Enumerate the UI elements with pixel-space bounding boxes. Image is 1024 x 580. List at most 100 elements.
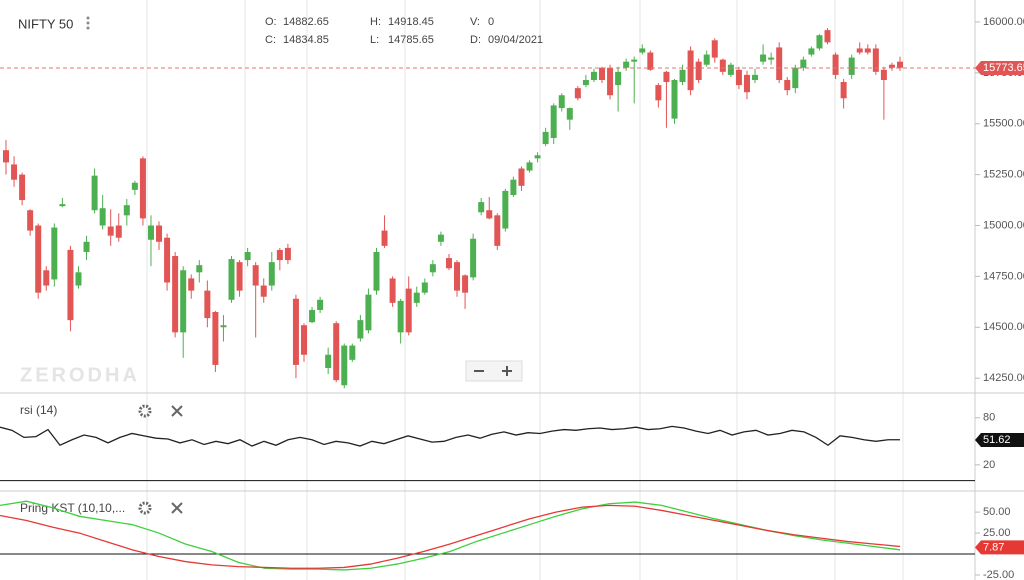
candle-body [131, 182, 138, 190]
candle-body [429, 264, 436, 273]
candle-body [212, 311, 219, 365]
candle-body [486, 210, 493, 219]
candle-body [268, 262, 275, 286]
value-badge [975, 540, 1024, 555]
candle-body [123, 205, 130, 216]
indicator-line [0, 500, 901, 571]
close-icon[interactable] [171, 405, 183, 417]
candle-body [502, 190, 509, 229]
candle-body [727, 64, 734, 75]
ohlc-value: 09/04/2021 [488, 34, 543, 46]
candle-body [317, 299, 324, 310]
candle-body [27, 210, 34, 231]
instrument-title: NIFTY 50 [18, 16, 73, 31]
candle-body [566, 108, 573, 120]
candle-body [172, 256, 179, 333]
candle-body [252, 265, 259, 286]
candle-body [3, 150, 9, 163]
candle-body [655, 85, 662, 101]
candle-body [639, 48, 646, 53]
candle-body [309, 309, 316, 323]
y-tick-label: 14500.00 [983, 321, 1024, 333]
candle-body [67, 249, 74, 321]
value-badge-label: 7.87 [983, 541, 1004, 553]
candle-body [792, 67, 799, 89]
candle-body [615, 71, 622, 86]
y-tick-label: 14750.00 [983, 270, 1024, 282]
candle-body [550, 105, 557, 138]
settings-icon[interactable] [138, 404, 152, 418]
ohlc-label: H: [370, 16, 381, 28]
value-badge-label: 15773.65 [983, 62, 1024, 74]
candle-body [631, 59, 638, 62]
close-icon[interactable] [171, 502, 183, 514]
candle-body [880, 69, 887, 80]
candle-body [244, 251, 251, 261]
candle-body [236, 262, 243, 291]
candle-body [204, 290, 211, 319]
ohlc-value: 14882.65 [283, 16, 329, 28]
candle-body [180, 270, 187, 333]
candle-body [599, 67, 605, 80]
candle-body [671, 79, 678, 119]
ohlc-value: 14834.85 [283, 34, 329, 46]
grid-verticals [146, 0, 904, 580]
candle-body [534, 155, 541, 159]
candle-body [188, 278, 195, 291]
y-tick-label: 15250.00 [983, 169, 1024, 181]
y-tick-label: 16000.00 [983, 16, 1024, 28]
settings-icon[interactable] [138, 501, 152, 515]
candle-body [542, 131, 549, 145]
candle-body [848, 57, 855, 75]
ohlc-value: 0 [488, 16, 494, 28]
y-tick-label: 14250.00 [983, 372, 1024, 384]
candle-body [510, 179, 517, 195]
candle-body [83, 241, 90, 252]
candle-body [357, 320, 364, 339]
candle-body [19, 174, 26, 201]
candle-body [752, 74, 759, 80]
candle-body [276, 249, 283, 261]
candle-body [35, 225, 42, 293]
candle-body [647, 52, 654, 70]
candle-body [115, 225, 122, 238]
zoom-in[interactable] [502, 366, 512, 376]
candle-body [156, 225, 163, 242]
ohlc-label: L: [370, 34, 379, 46]
y-tick-label: 50.00 [983, 506, 1011, 518]
ohlc-value: 14785.65 [388, 34, 434, 46]
candle-body [824, 30, 831, 43]
candle-body [735, 69, 742, 86]
watermark: ZERODHA [20, 364, 140, 386]
candle-body [800, 59, 807, 68]
y-tick-label: 25.00 [983, 527, 1011, 539]
ohlc-label: V: [470, 16, 480, 28]
y-tick-label: 15000.00 [983, 219, 1024, 231]
candle-body [292, 298, 299, 365]
indicator-line [0, 425, 900, 447]
ohlc-value: 14918.45 [388, 16, 434, 28]
candle-body [43, 270, 50, 286]
candle-body [494, 215, 501, 246]
candle-body [325, 354, 332, 368]
ohlc-label: D: [470, 34, 481, 46]
candle-body [373, 251, 380, 291]
candle-body [607, 67, 614, 96]
candle-body [11, 164, 18, 180]
menu-icon[interactable] [86, 16, 90, 30]
candle-body [623, 61, 630, 68]
candle-body [437, 234, 444, 242]
candle-body [703, 54, 710, 65]
candle-body [462, 275, 469, 293]
candle-body [808, 48, 815, 55]
candle-body [99, 208, 106, 226]
candle-body [349, 345, 356, 360]
y-tick-label: 20 [983, 459, 995, 471]
candle-body [558, 95, 565, 109]
candle-body [768, 57, 775, 60]
candle-body [260, 285, 267, 297]
candle-body [365, 294, 372, 331]
rsi-legend: rsi (14) [20, 403, 57, 417]
